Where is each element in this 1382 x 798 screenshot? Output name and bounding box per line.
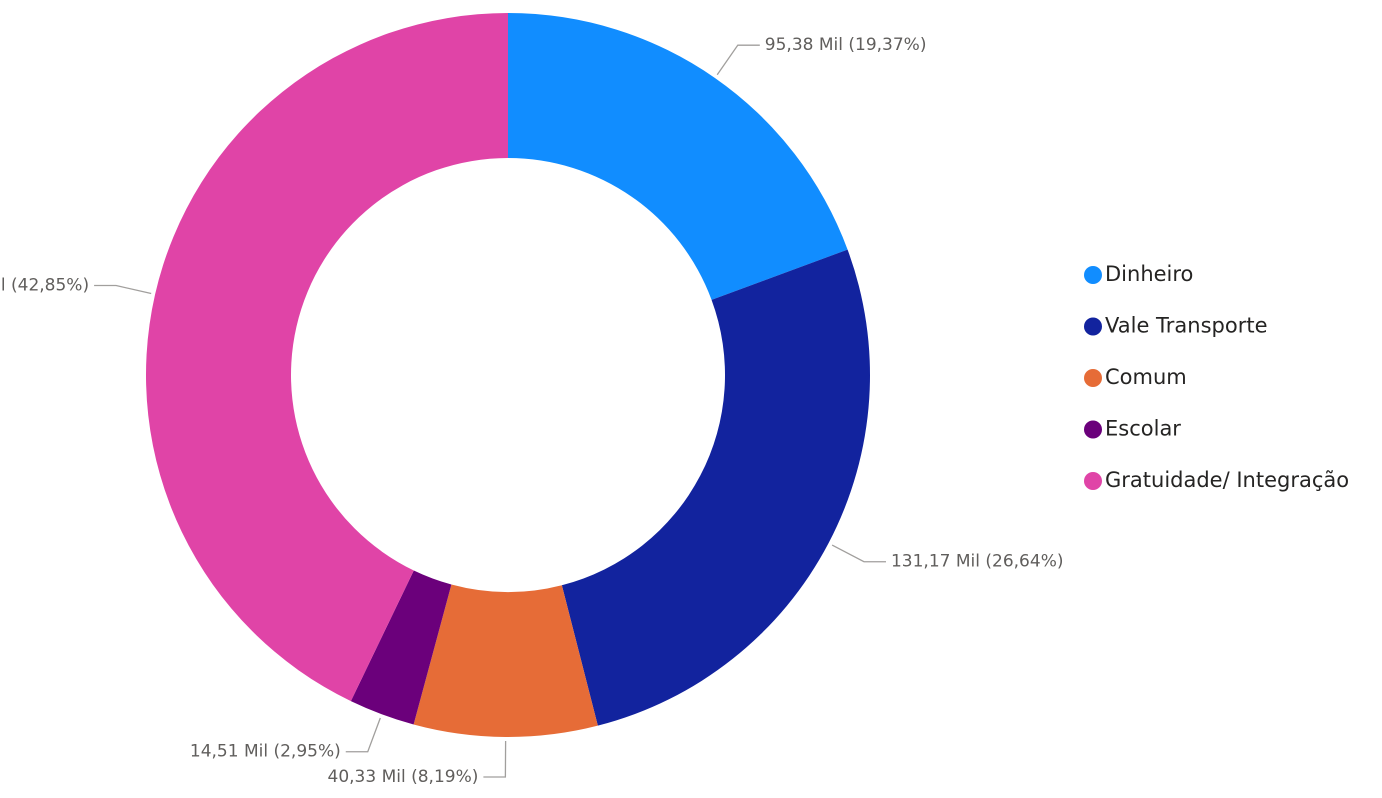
legend-marker [1084,266,1102,284]
legend-marker [1084,369,1102,387]
legend-label: Dinheiro [1105,262,1193,286]
legend-marker [1084,472,1102,490]
slice [145,13,508,702]
legend-label: Gratuidade/ Integração [1105,468,1349,492]
data-label: 211,02 Mil (42,85%) [0,276,89,296]
legend-label: Vale Transporte [1105,314,1268,338]
legend-label: Comum [1105,365,1187,389]
legend-label: Escolar [1105,417,1181,441]
legend-marker [1084,317,1102,336]
slice [350,570,452,725]
slice [561,249,871,726]
leader-line [716,44,760,76]
legend-marker [1084,420,1102,439]
slice [508,13,848,300]
leader-line [831,544,886,563]
slice [413,584,598,737]
data-label: 14,51 Mil (2,95%) [190,742,341,762]
leader-line [345,717,381,753]
leader-line [94,284,152,295]
data-label: 131,17 Mil (26,64%) [891,552,1064,572]
data-label: 95,38 Mil (19,37%) [765,35,927,55]
data-label: 40,33 Mil (8,19%) [328,767,479,787]
leader-line [483,740,507,778]
